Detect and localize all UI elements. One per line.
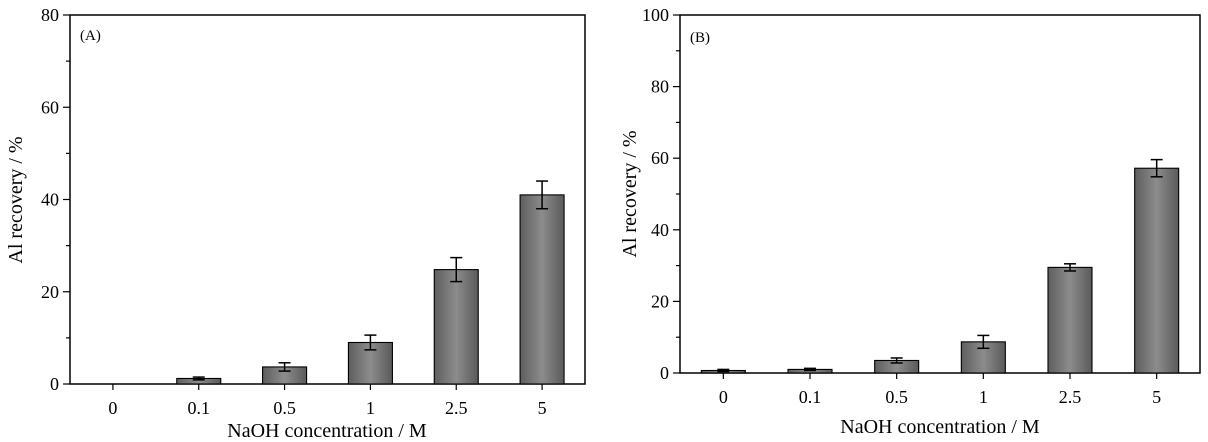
- bar: [1047, 266, 1093, 374]
- x-tick-label: 5: [538, 398, 547, 418]
- y-axis-title-a: Al recovery / %: [5, 136, 27, 263]
- x-tick-label: 0: [719, 387, 728, 407]
- x-tick-label: 0.5: [273, 398, 296, 418]
- y-tick-label: 0: [660, 363, 669, 383]
- x-tick-label: 5: [1152, 387, 1161, 407]
- plot-frame-a: [69, 14, 586, 385]
- x-axis-title-a: NaOH concentration / M: [227, 420, 427, 442]
- bar: [1134, 167, 1180, 374]
- y-axis-title-b: Al recovery / %: [619, 130, 641, 257]
- y-tick-label: 40: [41, 190, 59, 210]
- x-tick-label: 0.5: [885, 387, 908, 407]
- x-ticks-b: 0 0.1 0.5 1 2.5 5: [719, 373, 1161, 407]
- y-tick-label: 20: [651, 291, 669, 311]
- chart-panel-b: (B) Al recovery / % NaOH concentration /…: [619, 5, 1201, 438]
- x-tick-label: 0.1: [188, 398, 211, 418]
- y-tick-label: 80: [651, 77, 669, 97]
- x-ticks-a: 0 0.1 0.5 1 2.5 5: [108, 384, 547, 418]
- x-tick-label: 0: [108, 398, 117, 418]
- y-ticks-b: 0 20 40 60 80 100: [642, 5, 680, 383]
- y-tick-label: 20: [41, 282, 59, 302]
- bars-a: [176, 180, 565, 385]
- y-tick-label: 60: [651, 148, 669, 168]
- y-tick-label: 60: [41, 97, 59, 117]
- plot-frame-b: [679, 14, 1201, 374]
- y-ticks-a: 0 20 40 60 80: [41, 5, 70, 394]
- bar: [433, 269, 479, 385]
- panel-label-a: (A): [80, 28, 101, 44]
- bar: [519, 194, 565, 385]
- y-tick-label: 80: [41, 5, 59, 25]
- panel-label-b: (B): [690, 30, 710, 46]
- y-tick-label: 100: [642, 5, 669, 25]
- x-tick-label: 0.1: [799, 387, 822, 407]
- x-tick-label: 1: [366, 398, 375, 418]
- y-tick-label: 40: [651, 220, 669, 240]
- bars-b: [700, 158, 1180, 374]
- x-tick-label: 2.5: [445, 398, 468, 418]
- x-tick-label: 1: [979, 387, 988, 407]
- x-axis-title-b: NaOH concentration / M: [840, 416, 1040, 438]
- y-tick-label: 0: [50, 374, 59, 394]
- x-tick-label: 2.5: [1059, 387, 1082, 407]
- chart-panel-a: (A) Al recovery / % NaOH concentration /…: [5, 5, 586, 442]
